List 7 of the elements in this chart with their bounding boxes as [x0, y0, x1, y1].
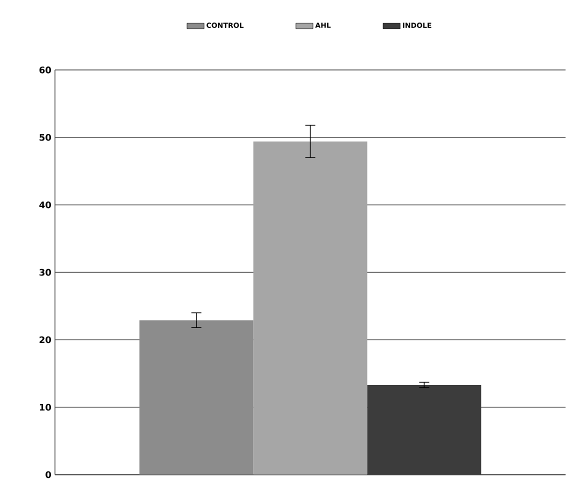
y-tick-label: 30 [40, 269, 52, 276]
y-tick-label: 10 [40, 404, 52, 411]
y-tick-label: 50 [40, 134, 52, 142]
y-tick-label: 60 [39, 66, 52, 74]
y-tick-label: 40 [39, 202, 52, 208]
y-tick-label: 20 [40, 336, 52, 344]
y-tick-label: 0 [46, 472, 52, 478]
